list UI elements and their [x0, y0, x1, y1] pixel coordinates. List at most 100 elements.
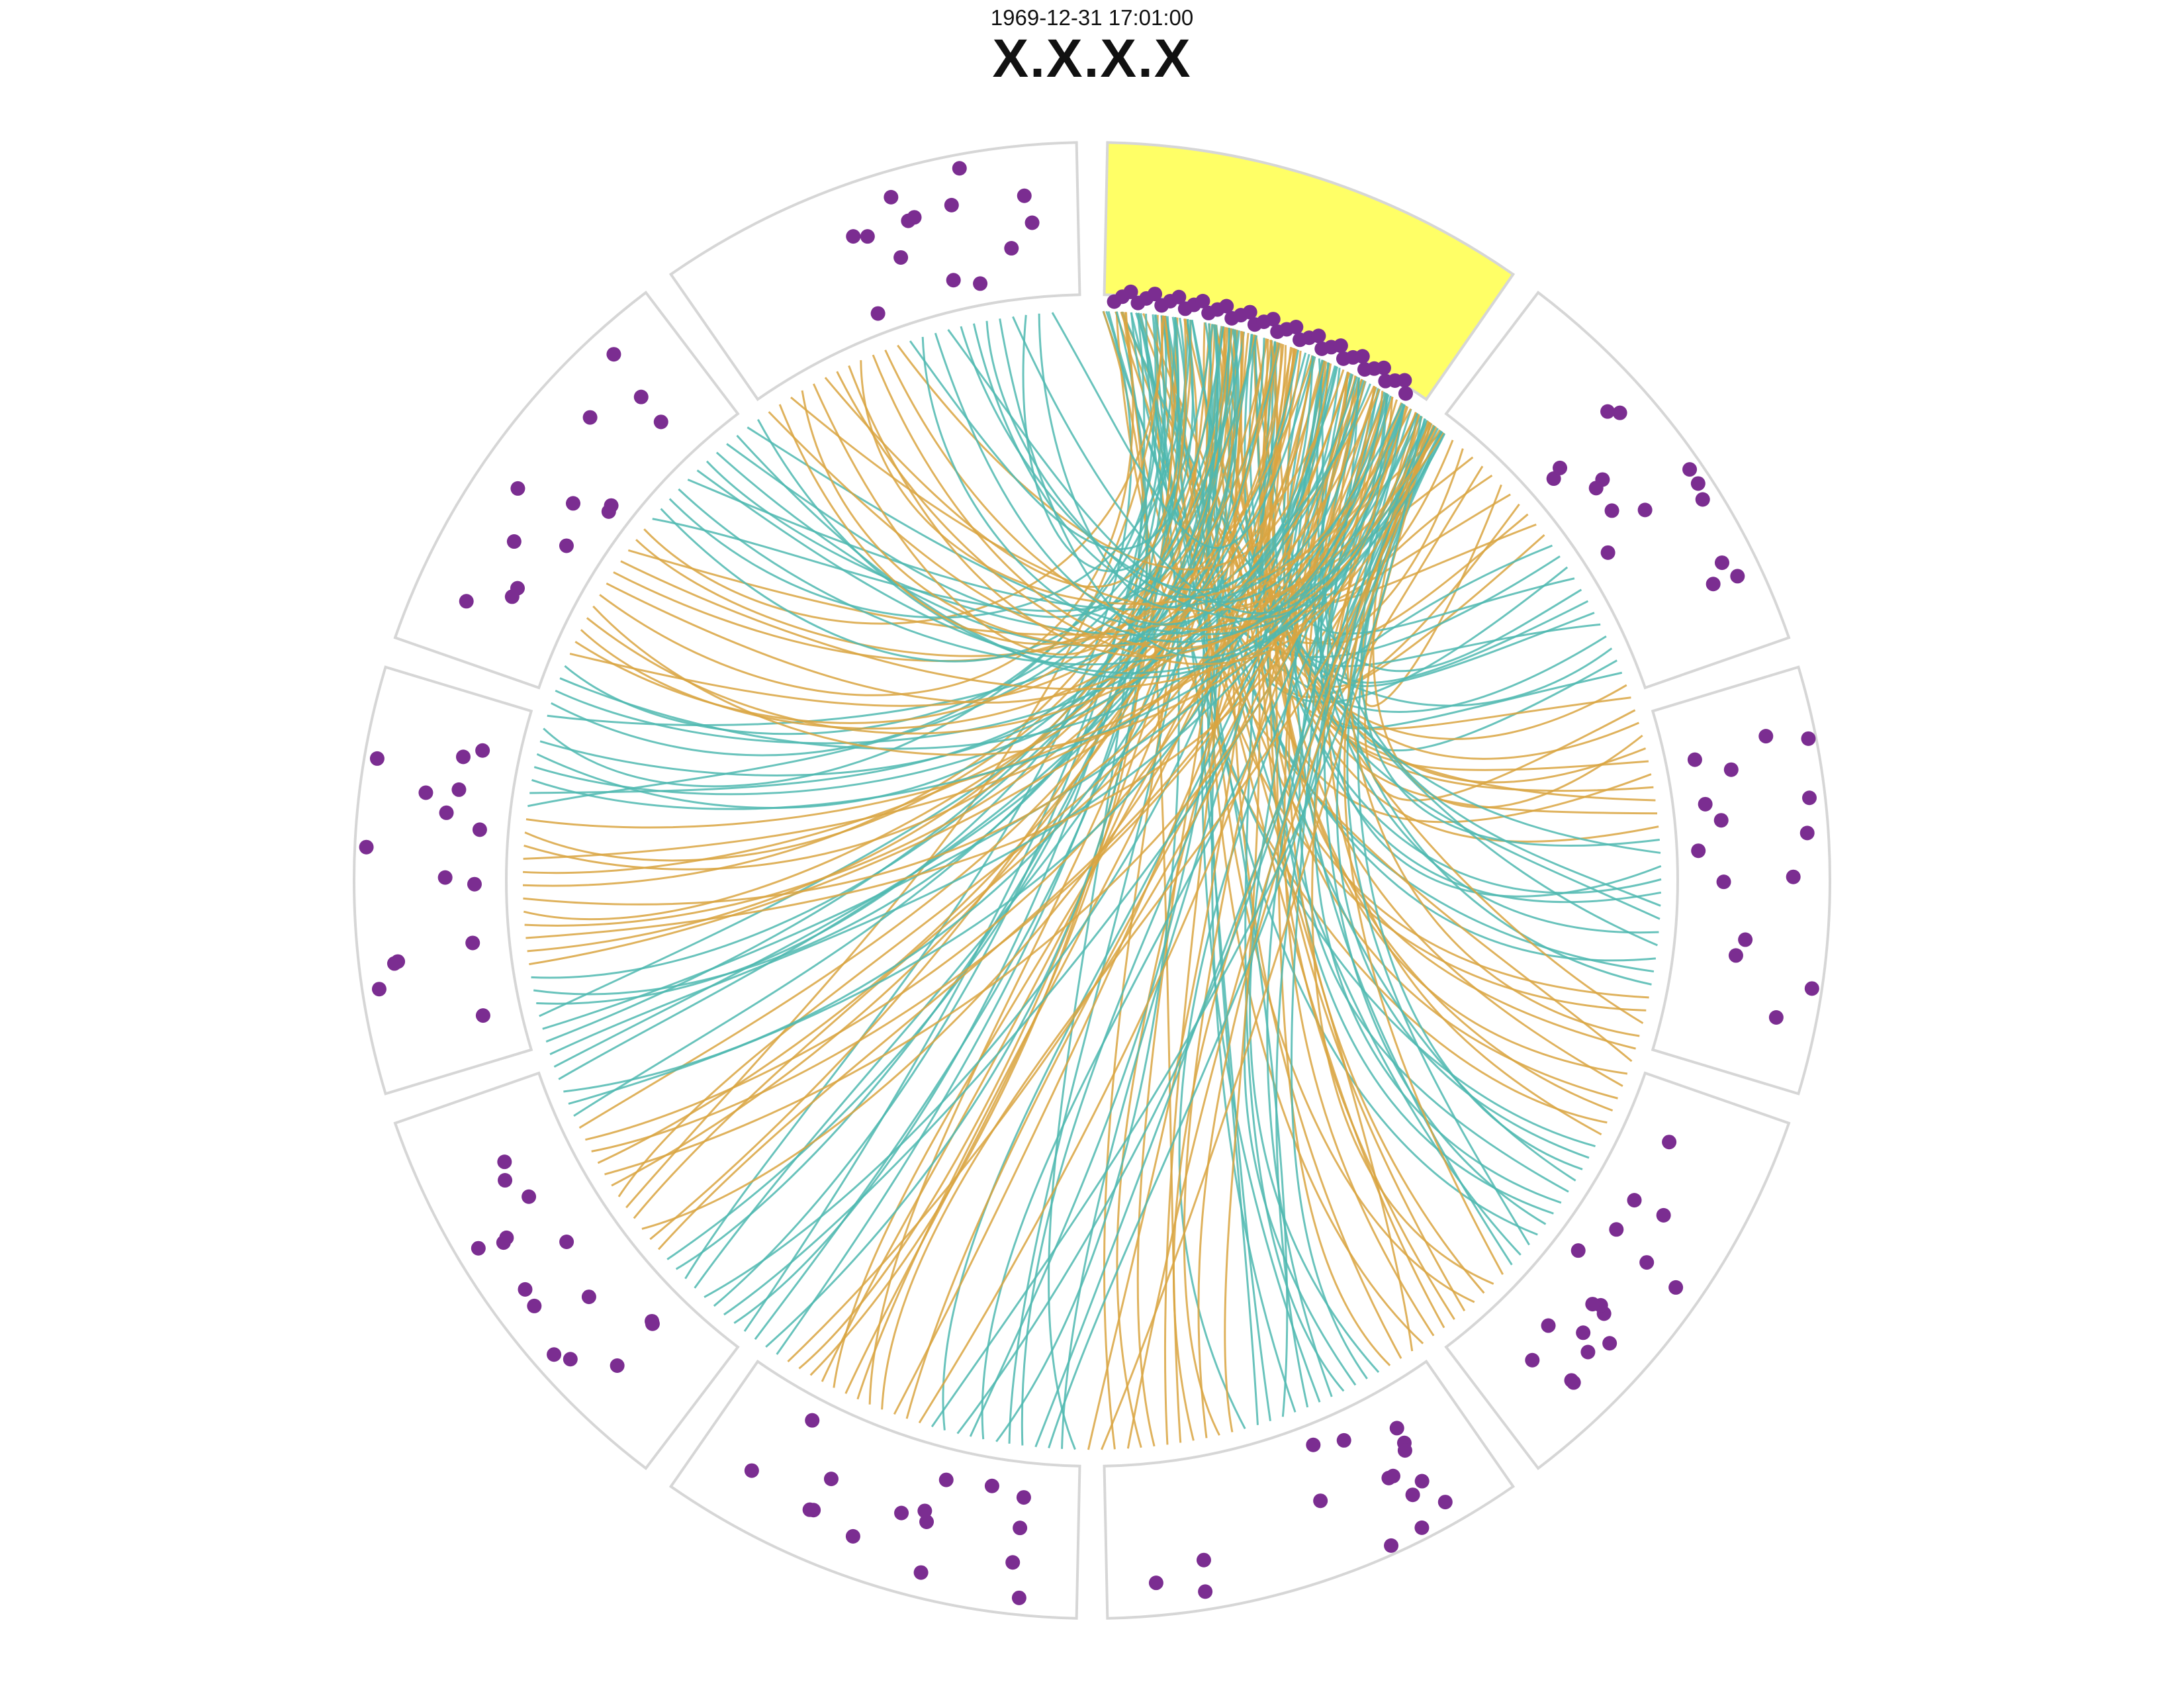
node-dot [1336, 1432, 1351, 1448]
node-dot [1355, 349, 1370, 364]
node-dot [893, 250, 909, 265]
node-dot [565, 496, 580, 511]
node-dot [907, 210, 922, 225]
node-dot [1706, 577, 1721, 592]
node-dot [802, 1502, 817, 1517]
sector [353, 665, 533, 1096]
node-dot [1024, 215, 1040, 230]
node-dot [845, 1528, 860, 1544]
node-dot [475, 1008, 490, 1023]
link [1103, 323, 1211, 1450]
link [569, 342, 1280, 707]
link [527, 332, 1246, 808]
link [597, 343, 1281, 1164]
node-dot [606, 347, 621, 362]
node-dot [1662, 1135, 1677, 1150]
node-dot [1723, 762, 1739, 777]
node-dot [451, 782, 467, 797]
link [555, 362, 1329, 745]
link [687, 377, 1360, 611]
node-dot [437, 870, 453, 885]
node-dot [846, 229, 861, 244]
node-dot [582, 410, 598, 425]
link [531, 433, 1446, 810]
node-dot [1656, 1207, 1671, 1223]
node-dot [860, 229, 875, 244]
node-dot [1801, 731, 1816, 746]
link [801, 390, 1441, 647]
node-dot [1384, 1538, 1399, 1553]
node-dot [1376, 360, 1391, 375]
node-dot [439, 805, 454, 820]
node-dot [465, 935, 480, 951]
link [1124, 312, 1633, 1062]
node-dot [1005, 1555, 1021, 1570]
link [897, 344, 1332, 571]
link [1286, 356, 1575, 635]
node-dot [805, 1413, 820, 1428]
node-dot [917, 1503, 933, 1519]
link [625, 315, 1165, 1209]
link [529, 408, 1412, 966]
link [757, 418, 1426, 675]
link [1336, 432, 1590, 1159]
page-title: X.X.X.X [992, 28, 1192, 89]
node-dot [823, 1472, 839, 1487]
node-dot [472, 822, 487, 837]
node-dot [1289, 320, 1304, 335]
node-dot [744, 1463, 759, 1478]
link [985, 320, 1405, 620]
node-dot [1525, 1352, 1540, 1368]
link [768, 340, 1273, 638]
node-dot [518, 1282, 533, 1297]
link [836, 371, 1394, 665]
node-dot [506, 534, 522, 549]
link [533, 322, 1213, 996]
link [1210, 330, 1297, 1413]
node-dot [1011, 1590, 1026, 1605]
link [790, 397, 1408, 612]
node-dot [475, 743, 490, 758]
node-dot [952, 161, 967, 176]
node-dot [1580, 1344, 1596, 1360]
node-dot [1017, 188, 1032, 203]
node-dot [1389, 1421, 1404, 1436]
node-dot [1728, 948, 1743, 963]
node-dot [1333, 338, 1348, 353]
link [934, 332, 1338, 626]
node-dot [653, 414, 668, 430]
node-dot [884, 189, 899, 205]
link [981, 388, 1379, 1440]
node-dot [1690, 476, 1706, 491]
node-dot [387, 956, 402, 971]
dot-group [359, 161, 1819, 1605]
node-dot [1730, 569, 1745, 584]
node-dot [1691, 843, 1706, 859]
node-dot [510, 481, 525, 496]
node-dot [645, 1313, 660, 1329]
node-dot [1687, 752, 1702, 767]
node-dot [1437, 1495, 1453, 1510]
node-dot [1758, 729, 1774, 744]
link [539, 338, 1265, 776]
node-dot [559, 538, 574, 553]
link [1126, 426, 1436, 1449]
sector [1444, 1071, 1791, 1470]
node-dot [1612, 405, 1627, 420]
link [668, 316, 1179, 619]
node-dot [510, 581, 525, 596]
node-dot [1265, 312, 1281, 327]
node-dot [1016, 1490, 1031, 1505]
node-dot [1313, 1493, 1328, 1509]
node-dot [1171, 289, 1187, 305]
sector [1444, 291, 1791, 690]
node-dot [1600, 545, 1615, 560]
link [1248, 334, 1662, 894]
node-dot [1576, 1325, 1591, 1340]
link [778, 355, 1314, 645]
node-dot [1716, 874, 1731, 890]
node-dot [1242, 305, 1257, 320]
node-dot [527, 1298, 542, 1313]
link [559, 394, 1390, 750]
node-dot [1397, 373, 1412, 388]
